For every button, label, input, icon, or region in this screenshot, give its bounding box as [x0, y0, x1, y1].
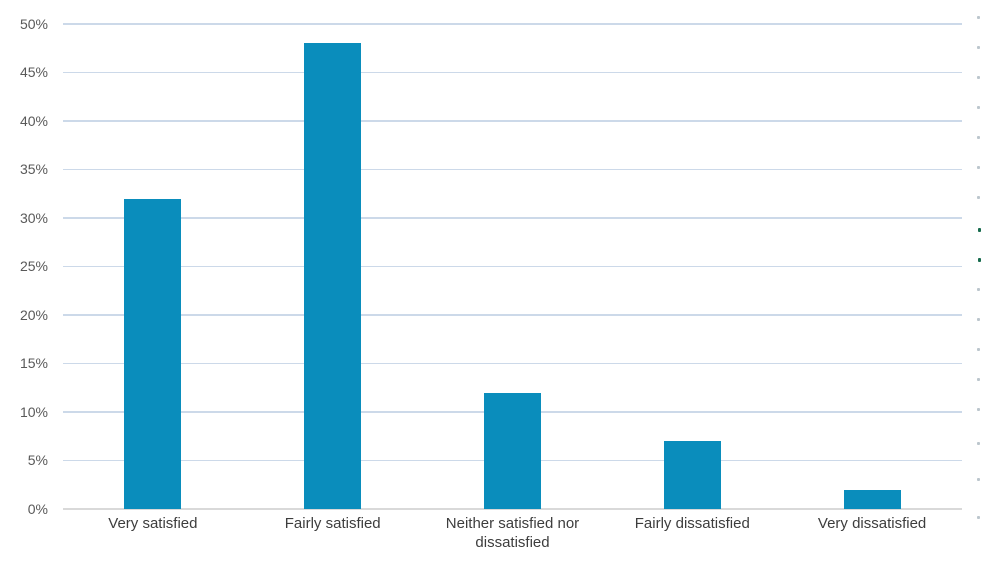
x-category-label: Fairly satisfied	[284, 515, 381, 532]
gridline-30pct	[63, 217, 962, 219]
bar-fairly-satisfied	[304, 43, 362, 509]
edge-artifact-mark	[977, 478, 980, 481]
edge-artifact-mark	[977, 46, 980, 49]
edge-artifact-mark	[977, 196, 980, 199]
edge-artifact-mark	[977, 348, 980, 351]
y-tick-label-0pct: 0%	[27, 500, 48, 517]
plot-area	[63, 23, 962, 510]
x-category-label: Very dissatisfied	[817, 515, 927, 532]
y-tick-label-50pct: 50%	[19, 15, 48, 32]
gridline-40pct	[63, 120, 962, 122]
edge-artifact-mark	[977, 166, 980, 169]
gridline-45pct	[63, 71, 962, 74]
x-axis-baseline	[63, 508, 962, 510]
gridline-15pct	[63, 362, 962, 365]
edge-artifact-mark-green	[978, 228, 981, 232]
gridline-25pct	[63, 265, 962, 268]
edge-artifact-mark	[977, 136, 980, 139]
y-tick-label-40pct: 40%	[19, 112, 48, 129]
gridline-20pct	[63, 314, 962, 316]
edge-artifact-mark	[977, 408, 980, 411]
y-tick-label-5pct: 5%	[27, 452, 48, 468]
y-tick-label-45pct: 45%	[19, 64, 48, 80]
y-tick-label-15pct: 15%	[19, 355, 48, 371]
bar-very-satisfied	[124, 198, 182, 509]
edge-artifact-mark	[977, 16, 980, 19]
bar-very-dissatisfied	[843, 489, 901, 509]
bar-fairly-dissatisfied	[663, 441, 721, 509]
edge-artifact-mark	[977, 516, 980, 519]
edge-artifact-mark	[977, 288, 980, 291]
y-tick-label-25pct: 25%	[19, 258, 48, 274]
gridline-50pct	[63, 23, 962, 25]
y-tick-label-35pct: 35%	[19, 161, 48, 177]
edge-artifact-mark	[977, 76, 980, 79]
x-category-label: Fairly dissatisfied	[634, 515, 750, 532]
edge-artifact-mark	[977, 442, 980, 445]
x-category-label: Neither satisfied nor dissatisfied	[445, 515, 580, 551]
edge-artifact-mark-green	[978, 258, 981, 262]
y-tick-label-10pct: 10%	[19, 403, 48, 420]
y-tick-label-20pct: 20%	[19, 306, 48, 323]
edge-artifact-mark	[977, 378, 980, 381]
edge-artifact-mark	[977, 106, 980, 109]
y-tick-label-30pct: 30%	[19, 209, 48, 226]
bar-neither-satisfied-nor-dissatisfied	[484, 392, 541, 509]
gridline-35pct	[63, 168, 962, 171]
edge-artifact-mark	[977, 318, 980, 321]
x-category-label: Very satisfied	[108, 515, 198, 532]
